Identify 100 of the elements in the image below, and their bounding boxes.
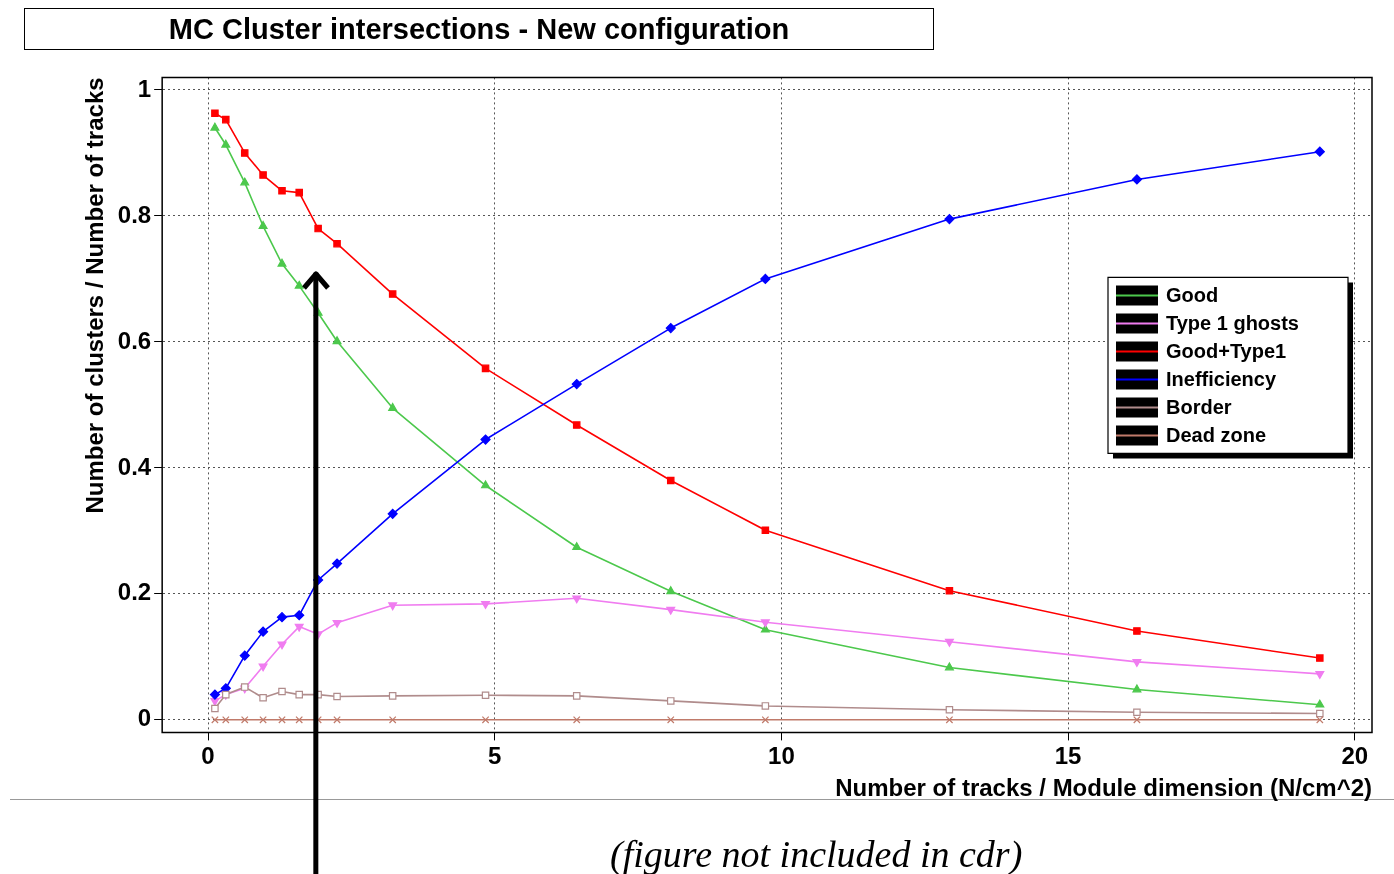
point — [572, 716, 581, 724]
x-axis-title: Number of tracks / Module dimension (N/cm^2) — [835, 774, 1372, 802]
point — [666, 606, 676, 615]
point — [221, 139, 231, 148]
point — [1314, 146, 1325, 157]
point — [210, 122, 220, 131]
point — [1315, 670, 1325, 679]
point — [760, 619, 770, 628]
point — [945, 586, 954, 595]
point — [222, 115, 230, 124]
point — [257, 626, 269, 637]
point — [278, 716, 286, 724]
point — [295, 716, 303, 724]
point — [209, 689, 221, 700]
point — [276, 612, 288, 623]
point — [761, 716, 770, 724]
y-tick-label: 1 — [137, 74, 152, 102]
point — [258, 220, 268, 229]
point — [665, 322, 676, 334]
point — [481, 480, 491, 489]
point — [481, 716, 490, 724]
point — [211, 109, 219, 118]
x-tick-label: 10 — [768, 742, 795, 770]
point — [760, 273, 771, 285]
point — [1133, 716, 1141, 724]
point — [571, 379, 582, 390]
point — [1132, 659, 1142, 667]
point — [332, 619, 342, 628]
point — [1316, 709, 1324, 718]
point — [294, 280, 304, 289]
point — [945, 716, 954, 724]
point — [1316, 716, 1324, 724]
legend-label: Good+Type1 — [1166, 339, 1287, 362]
legend-label: Good — [1166, 283, 1219, 306]
x-tick-label: 5 — [488, 742, 502, 770]
point — [666, 716, 675, 724]
x-tick-label: 20 — [1341, 742, 1369, 770]
legend-label: Type 1 ghosts — [1166, 311, 1299, 334]
point — [388, 290, 397, 298]
x-tick-label: 0 — [201, 742, 215, 770]
point — [294, 623, 304, 632]
point — [1133, 708, 1141, 717]
y-tick-label: 0.4 — [117, 452, 152, 480]
point — [387, 508, 398, 519]
point — [314, 224, 322, 233]
point — [388, 692, 397, 700]
x-tick-label: 15 — [1054, 742, 1082, 770]
point — [481, 601, 491, 610]
point — [222, 716, 230, 724]
chart-title: MC Cluster intersections - New configuration — [24, 8, 934, 50]
point — [1132, 684, 1142, 693]
point — [945, 705, 954, 714]
point — [277, 258, 287, 267]
point — [572, 421, 581, 429]
point — [944, 662, 954, 671]
y-tick-label: 0.6 — [117, 326, 152, 354]
point — [277, 641, 287, 650]
point — [331, 558, 343, 569]
point — [480, 434, 491, 445]
point — [259, 171, 267, 179]
point — [944, 638, 954, 647]
point — [944, 214, 955, 225]
point — [258, 663, 268, 672]
y-tick-label: 0.2 — [117, 578, 152, 606]
point — [211, 704, 219, 713]
point — [259, 693, 267, 702]
point — [295, 188, 303, 197]
y-tick-label: 0 — [137, 704, 152, 732]
point — [1131, 174, 1143, 185]
y-axis-title: Number of clusters / Number of tracks — [81, 77, 109, 514]
point — [481, 691, 490, 700]
point — [1316, 654, 1324, 662]
point — [240, 177, 250, 186]
point — [1315, 699, 1325, 708]
point — [388, 602, 398, 611]
point — [278, 186, 286, 195]
point — [333, 239, 341, 248]
legend-label: Border — [1166, 395, 1232, 418]
point — [240, 149, 249, 157]
point — [572, 692, 581, 700]
legend-label: Inefficiency — [1166, 367, 1277, 390]
point — [666, 697, 675, 705]
point — [666, 586, 676, 595]
point — [761, 702, 770, 710]
point — [572, 542, 582, 551]
point — [295, 690, 303, 699]
point — [388, 716, 397, 724]
point — [761, 526, 770, 535]
point — [1133, 627, 1141, 635]
y-tick-label: 0.8 — [117, 200, 152, 228]
point — [259, 716, 267, 724]
point — [278, 687, 286, 696]
point — [294, 610, 305, 621]
point — [572, 595, 582, 604]
point — [239, 650, 250, 661]
point — [240, 716, 249, 724]
legend-label: Dead zone — [1166, 423, 1267, 446]
point — [666, 476, 675, 485]
point — [211, 716, 219, 724]
point — [332, 336, 342, 345]
